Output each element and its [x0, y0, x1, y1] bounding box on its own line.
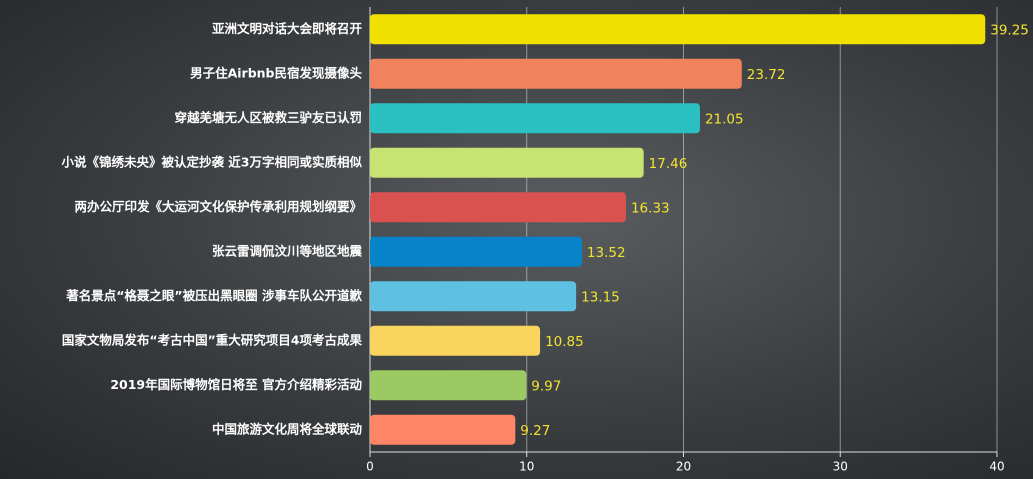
category-label: 穿越羌塘无人区被救三驴友已认罚 [174, 110, 362, 125]
value-label: 17.46 [649, 156, 688, 172]
bar [370, 192, 626, 223]
value-label: 21.05 [705, 111, 744, 127]
category-label: 国家文物局发布“考古中国”重大研究项目4项考古成果 [62, 332, 363, 347]
bar [370, 414, 516, 445]
bar [370, 236, 582, 267]
x-tick-label: 40 [989, 460, 1004, 474]
bar [370, 14, 986, 45]
category-label: 两办公厅印发《大运河文化保护传承利用规划纲要》 [74, 199, 362, 214]
category-label: 亚洲文明对话大会即将召开 [212, 21, 363, 36]
value-label: 23.72 [747, 67, 786, 83]
value-label: 9.97 [531, 378, 561, 394]
value-label: 9.27 [520, 423, 550, 439]
bar [370, 325, 541, 356]
x-tick-label: 30 [833, 460, 848, 474]
x-tick-label: 20 [676, 460, 691, 474]
bar [370, 281, 577, 312]
bar [370, 370, 527, 401]
value-label: 10.85 [545, 334, 584, 350]
bar [370, 147, 644, 178]
category-label: 张云雷调侃汶川等地区地震 [212, 243, 363, 258]
x-tick-label: 10 [519, 460, 534, 474]
x-tick-label: 0 [366, 460, 374, 474]
category-label: 中国旅游文化周将全球联动 [212, 421, 363, 436]
category-label: 著名景点“格聂之眼”被压出黑眼圈 涉事车队公开道歉 [65, 288, 362, 303]
value-label: 13.15 [581, 289, 620, 305]
bar [370, 58, 742, 89]
category-label: 小说《锦绣未央》被认定抄袭 近3万字相同或实质相似 [60, 154, 362, 169]
value-label: 16.33 [631, 200, 670, 216]
value-label: 39.25 [990, 22, 1029, 38]
value-label: 13.52 [587, 245, 626, 261]
category-label: 男子住Airbnb民宿发现摄像头 [190, 65, 362, 80]
bar [370, 103, 700, 134]
category-label: 2019年国际博物馆日将至 官方介绍精彩活动 [110, 377, 362, 392]
